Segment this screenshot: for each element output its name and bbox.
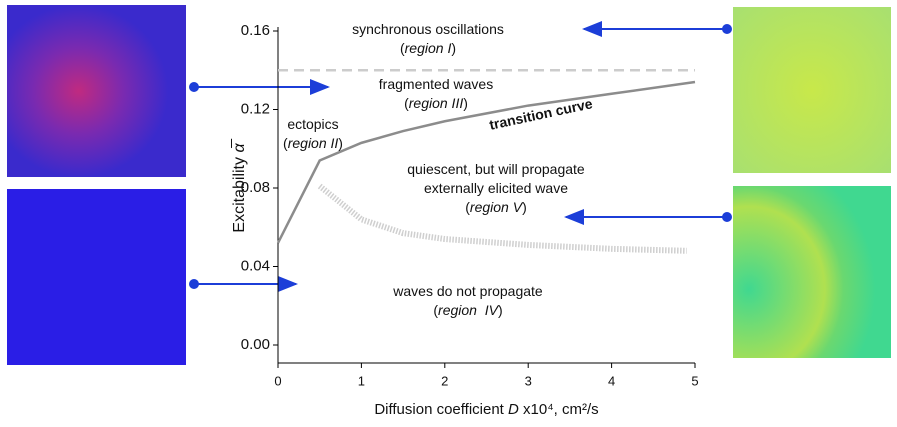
text-segment: Diffusion coefficient [374, 401, 508, 418]
y-tick-label: 0.08 [241, 179, 270, 196]
text-segment: ) [522, 199, 527, 215]
text-segment: ( [433, 302, 438, 318]
annotation: externally elicited wave [424, 180, 568, 196]
text-segment: ( [465, 199, 470, 215]
text-segment: waves do not propagate [392, 283, 543, 299]
annotation: ectopics [287, 116, 338, 132]
image-fragmented [7, 5, 186, 177]
arrow-dot [189, 82, 199, 92]
annotation: transition curve [488, 95, 594, 133]
x-tick-label: 1 [358, 373, 365, 388]
arrow-dot [722, 212, 732, 222]
text-segment: region II [288, 135, 339, 151]
annotation: quiescent, but will propagate [407, 161, 585, 177]
y-axis-label: Excitability α̅ [230, 138, 248, 232]
text-segment: fragmented waves [379, 76, 493, 92]
annotation: (region V) [465, 199, 527, 215]
text-segment: ( [283, 135, 288, 151]
image-elicited [733, 186, 891, 358]
text-segment: α̅ [230, 138, 248, 152]
text-segment: ectopics [287, 116, 338, 132]
text-segment: externally elicited wave [424, 180, 568, 196]
text-segment: ) [463, 95, 468, 111]
text-segment: ) [338, 135, 343, 151]
x-tick-label: 4 [608, 373, 615, 388]
text-segment: region IV [438, 302, 500, 318]
arrows [189, 21, 732, 292]
x-axis-label: Diffusion coefficient D x10⁴, cm²/s [374, 401, 598, 418]
annotation: fragmented waves [379, 76, 493, 92]
text-segment: Excitability [231, 153, 248, 233]
y-tick-label: 0.12 [241, 100, 270, 117]
annotation: (region II) [283, 135, 343, 151]
series-line [276, 80, 696, 244]
x-tick-label: 2 [441, 373, 448, 388]
image-quiet [7, 189, 186, 365]
text-segment: region III [409, 95, 464, 111]
text-segment: D [508, 401, 519, 418]
annotation: (region I) [400, 40, 456, 56]
x-tick-label: 3 [525, 373, 532, 388]
text-segment: ( [400, 40, 405, 56]
annotation: (region IV) [433, 302, 502, 318]
text-segment: ( [404, 95, 409, 111]
y-tick-label: 0.16 [241, 22, 270, 39]
series-line [317, 183, 687, 254]
text-segment: transition curve [488, 95, 594, 133]
text-segment: region I [405, 40, 452, 56]
arrow-dot [189, 279, 199, 289]
text-segment: quiescent, but will propagate [407, 161, 585, 177]
annotation: synchronous oscillations [352, 21, 504, 37]
x-tick-label: 0 [274, 373, 281, 388]
annotation: (region III) [404, 95, 468, 111]
text-segment: ) [498, 302, 503, 318]
annotation: waves do not propagate [392, 283, 543, 299]
text-segment: ) [451, 40, 456, 56]
y-tick-label: 0.04 [241, 257, 270, 274]
text-segment: x10⁴, cm²/s [519, 401, 599, 418]
x-tick-label: 5 [691, 373, 698, 388]
text-segment: synchronous oscillations [352, 21, 504, 37]
y-tick-label: 0.00 [241, 336, 270, 353]
image-synchronous [733, 7, 891, 173]
arrow-dot [722, 24, 732, 34]
text-segment: region V [470, 199, 524, 215]
